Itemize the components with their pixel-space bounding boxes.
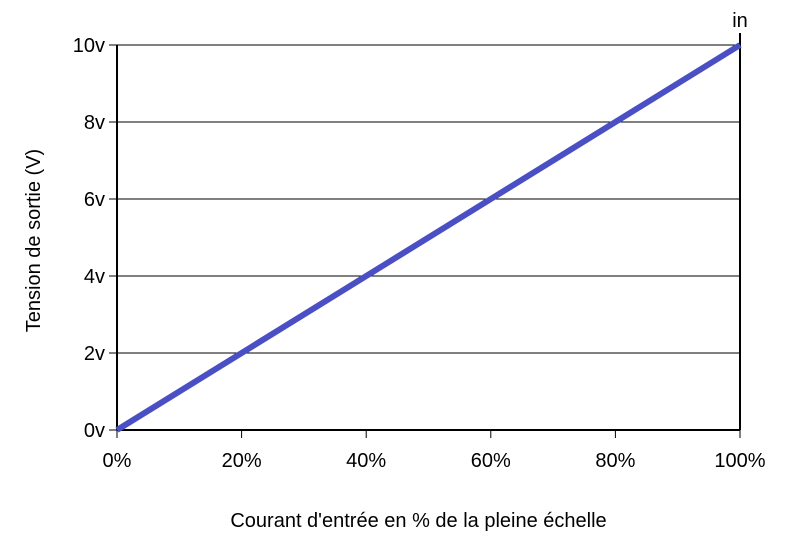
series-group <box>115 42 742 433</box>
x-tick-label-2: 40% <box>346 450 386 472</box>
x-tick-label-0: 0% <box>103 450 132 472</box>
corner-label: in <box>732 10 748 32</box>
y-tick-label-3: 6v <box>84 189 105 211</box>
x-tick-label-4: 80% <box>595 450 635 472</box>
y-tick-label-1: 2v <box>84 343 105 365</box>
x-tick-labels: 0% 20% 40% 60% 80% 100% <box>103 430 766 472</box>
x-tick-label-5: 100% <box>714 450 765 472</box>
grid <box>117 44 740 354</box>
axes <box>116 33 741 431</box>
y-tick-label-2: 4v <box>84 266 105 288</box>
x-tick-label-1: 20% <box>222 450 262 472</box>
y-tick-label-4: 8v <box>84 112 105 134</box>
y-tick-labels: 0v 2v 4v 6v 8v 10v <box>73 35 117 442</box>
y-tick-label-0: 0v <box>84 420 105 442</box>
x-tick-label-3: 60% <box>471 450 511 472</box>
y-tick-label-5: 10v <box>73 35 105 57</box>
y-axis-label: Tension de sortie (V) <box>23 149 45 332</box>
series-line-0 <box>115 42 742 433</box>
x-axis-label: Courant d'entrée en % de la pleine échel… <box>230 510 606 532</box>
